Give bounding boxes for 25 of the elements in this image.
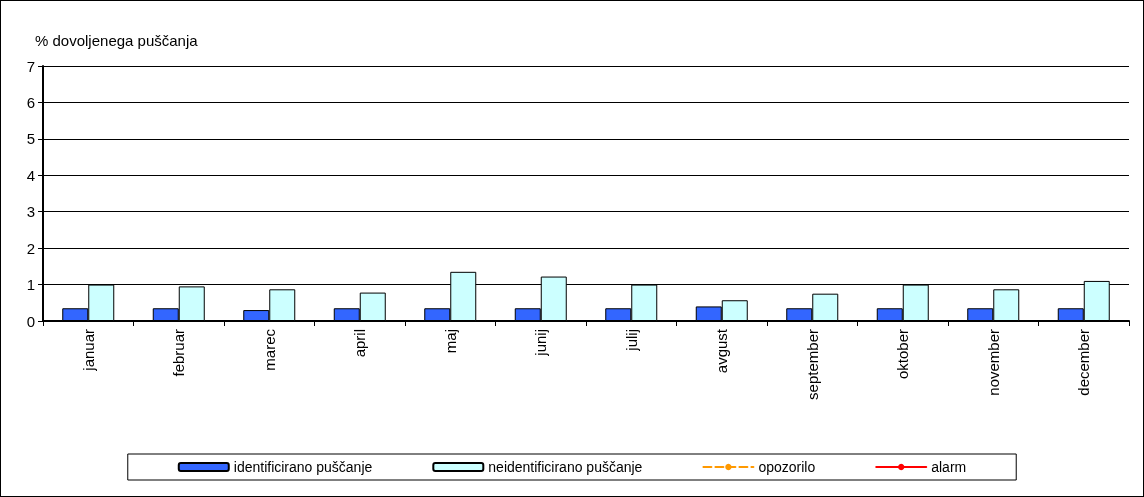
legend-label: alarm xyxy=(931,459,967,475)
x-tick-label: november xyxy=(984,329,1002,396)
x-tick-label: avgust xyxy=(713,328,731,374)
legend-label: identificirano puščanje xyxy=(233,459,373,475)
y-tick-label: 5 xyxy=(26,130,35,148)
y-axis-title: % dovoljenega puščanja xyxy=(35,32,199,49)
y-tick-label: 3 xyxy=(26,203,35,221)
y-tick-label: 2 xyxy=(26,239,35,257)
x-tick-label: maj xyxy=(441,329,459,354)
x-tick-label: december xyxy=(1075,329,1093,396)
x-tick-label: januar xyxy=(79,329,97,372)
x-tick-label: julij xyxy=(622,329,640,352)
x-tick-label: september xyxy=(803,329,821,400)
y-tick-label: 6 xyxy=(26,93,35,111)
x-tick-label: marec xyxy=(260,328,278,371)
legend-label: neidentificirano puščanje xyxy=(488,459,643,475)
x-tick-label: oktober xyxy=(894,329,912,380)
y-tick-label: 4 xyxy=(26,166,35,184)
y-tick-label: 7 xyxy=(26,57,35,75)
y-tick-label: 0 xyxy=(26,312,35,330)
x-tick-label: junij xyxy=(532,329,550,357)
x-tick-label: april xyxy=(351,329,369,358)
legend-label: opozorilo xyxy=(758,459,816,475)
x-tick-label: februar xyxy=(170,329,188,377)
y-tick-label: 1 xyxy=(26,276,35,294)
